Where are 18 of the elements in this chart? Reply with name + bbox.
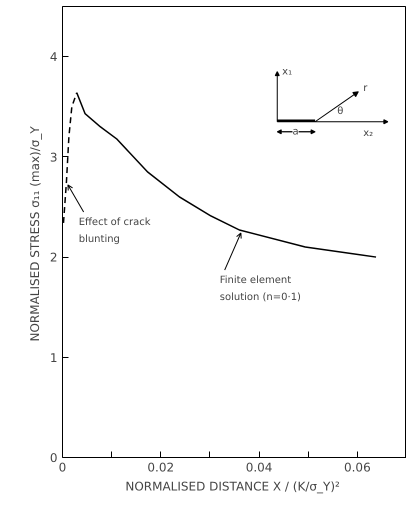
x-axis-title: NORMALISED DISTANCE X / (K/σ_Y)²: [125, 480, 340, 494]
x-tick-label: 0.06: [344, 460, 371, 474]
annotation: a: [292, 126, 299, 138]
annotation: Finite element solution (n=0·1): [220, 275, 302, 304]
y-tick-label: 4: [50, 50, 58, 64]
y-axis-title: NORMALISED STRESS σ₁₁ (max)/σ_Y: [28, 126, 42, 342]
annotation: θ: [337, 106, 344, 118]
x-tick-label: 0.04: [246, 460, 272, 474]
y-tick-label: 3: [50, 150, 58, 164]
x-tick-label: 0.02: [147, 460, 174, 474]
x-tick-label: 0: [58, 460, 66, 474]
y-tick-label: 0: [50, 451, 58, 465]
annotation: x₂: [363, 128, 374, 139]
y-tick-label: 1: [50, 350, 58, 365]
annotation: Effect of crack blunting: [78, 216, 151, 246]
y-tick-label: 2: [50, 250, 58, 265]
annotation: x₁: [282, 66, 292, 78]
annotation: r: [363, 83, 368, 94]
